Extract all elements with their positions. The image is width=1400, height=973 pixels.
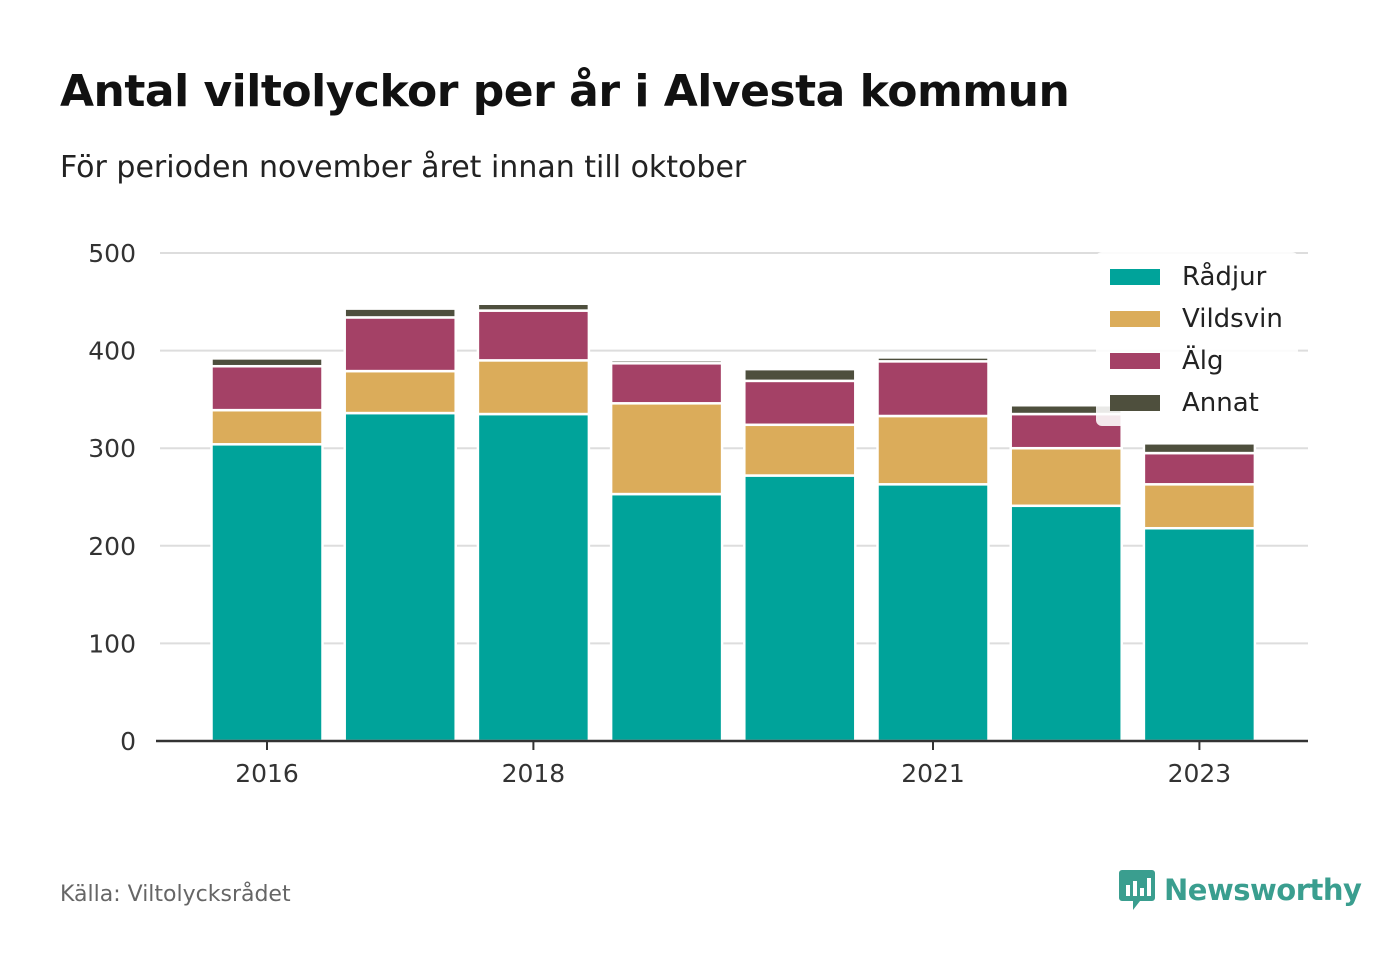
bar-segment-vildsvin[interactable] — [343, 369, 457, 415]
bar-segment-älg[interactable] — [743, 379, 857, 427]
legend-swatch — [1110, 269, 1160, 285]
bar-segment-annat[interactable] — [743, 367, 857, 383]
bar-segment-annat[interactable] — [210, 357, 324, 368]
y-tick-label: 0 — [120, 727, 136, 756]
bar-segment-rådjur[interactable] — [343, 411, 457, 743]
bar-segment-vildsvin[interactable] — [876, 414, 990, 486]
brand-logo[interactable]: Newsworthy — [1118, 868, 1362, 912]
legend-swatch — [1110, 353, 1160, 369]
bar-segment-annat[interactable] — [343, 307, 457, 319]
x-tick-label: 2016 — [235, 759, 299, 788]
bar-segment-älg[interactable] — [609, 362, 724, 405]
chart-subtitle: För perioden november året innan till ok… — [60, 150, 747, 185]
legend-swatch — [1110, 395, 1160, 411]
bar-segment-vildsvin[interactable] — [1009, 446, 1123, 508]
newsworthy-logo-icon — [1119, 870, 1155, 910]
legend: Rådjur Vildsvin Älg Annat — [1096, 252, 1298, 426]
legend-label[interactable]: Älg — [1182, 344, 1224, 376]
brand-name: Newsworthy — [1164, 873, 1362, 907]
x-axis: 2016 2018 2021 2023 — [156, 739, 1308, 788]
bar-segment-älg[interactable] — [1142, 451, 1257, 486]
bar-segment-annat[interactable] — [876, 356, 990, 363]
bar-segment-rådjur[interactable] — [1009, 504, 1123, 743]
y-tick-label: 200 — [88, 532, 136, 561]
chart-title: Antal viltolyckor per år i Alvesta kommu… — [60, 66, 1070, 117]
bar-segment-vildsvin[interactable] — [476, 359, 591, 416]
legend-label[interactable]: Rådjur — [1182, 261, 1267, 292]
x-tick-label: 2023 — [1168, 759, 1232, 788]
y-tick-label: 300 — [88, 434, 136, 463]
legend-box — [1096, 252, 1298, 426]
bar-segment-annat[interactable] — [1142, 442, 1257, 455]
bar-segment-rådjur[interactable] — [743, 474, 857, 743]
y-axis-ticks: 0 100 200 300 400 500 — [88, 239, 136, 756]
bars — [210, 302, 1257, 743]
bar-segment-rådjur[interactable] — [609, 492, 724, 743]
legend-label[interactable]: Annat — [1182, 388, 1259, 418]
bar-segment-rådjur[interactable] — [876, 483, 990, 743]
bar-segment-rådjur[interactable] — [1142, 526, 1257, 743]
bar-segment-vildsvin[interactable] — [1142, 483, 1257, 530]
bar-segment-annat[interactable] — [609, 359, 724, 365]
bar-segment-älg[interactable] — [1009, 412, 1123, 450]
y-tick-label: 500 — [88, 239, 136, 268]
bar-segment-älg[interactable] — [343, 316, 457, 373]
source-note: Källa: Viltolycksrådet — [60, 882, 291, 907]
bar-segment-älg[interactable] — [876, 360, 990, 418]
x-tick-label: 2018 — [502, 759, 566, 788]
x-tick-label: 2021 — [901, 759, 965, 788]
y-tick-label: 100 — [88, 629, 136, 658]
bar-segment-vildsvin[interactable] — [743, 423, 857, 477]
bar-segment-vildsvin[interactable] — [609, 402, 724, 496]
bar-segment-vildsvin[interactable] — [210, 408, 324, 446]
bar-segment-älg[interactable] — [476, 309, 591, 362]
legend-swatch — [1110, 311, 1160, 327]
bar-segment-älg[interactable] — [210, 364, 324, 412]
y-tick-label: 400 — [88, 337, 136, 366]
legend-label[interactable]: Vildsvin — [1182, 304, 1283, 334]
bar-segment-annat[interactable] — [476, 302, 591, 312]
bar-segment-rådjur[interactable] — [476, 412, 591, 743]
bar-segment-rådjur[interactable] — [210, 443, 324, 743]
